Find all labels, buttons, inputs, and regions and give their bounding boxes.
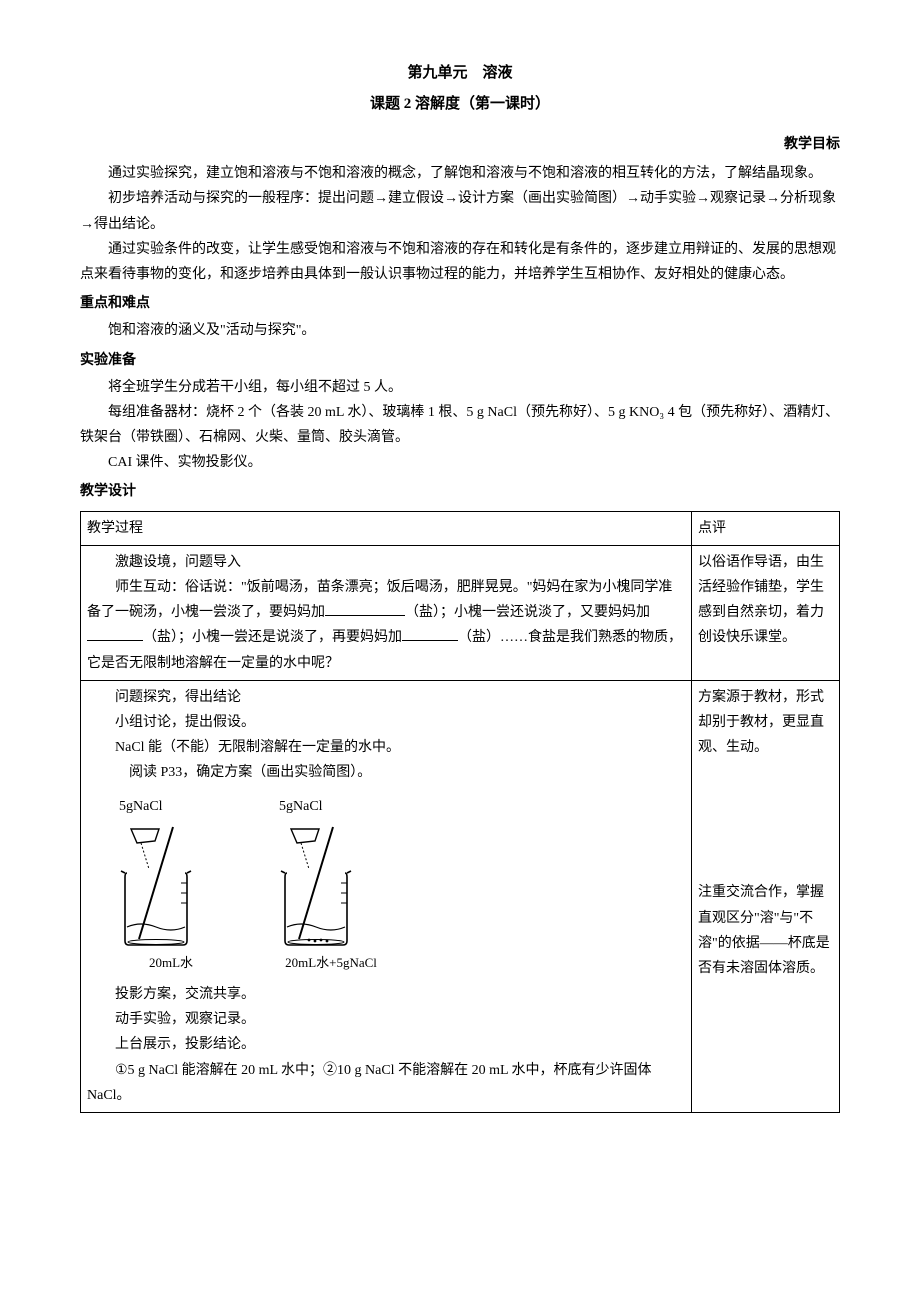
prep-p1: 将全班学生分成若干小组，每小组不超过 5 人。 bbox=[80, 375, 840, 400]
blank1 bbox=[325, 601, 405, 616]
table-row1-process: 激趣设境，问题导入 师生互动：俗话说："饭前喝汤，苗条漂亮；饭后喝汤，肥胖晃晃。… bbox=[81, 545, 692, 680]
heading-design: 教学设计 bbox=[80, 479, 840, 504]
row2-line4: 阅读 P33，确定方案（画出实验简图）。 bbox=[87, 760, 685, 785]
row2-line6: 动手实验，观察记录。 bbox=[87, 1007, 685, 1032]
blank2 bbox=[87, 626, 143, 641]
heading-keypoints: 重点和难点 bbox=[80, 291, 840, 316]
prep-p2: 每组准备器材：烧杯 2 个（各装 20 mL 水）、玻璃棒 1 根、5 g Na… bbox=[80, 400, 840, 450]
table-header-process: 教学过程 bbox=[81, 511, 692, 545]
row2-line1: 问题探究，得出结论 bbox=[87, 685, 685, 710]
prep-p3: CAI 课件、实物投影仪。 bbox=[80, 450, 840, 475]
row2-comment1: 方案源于教材，形式却别于教材，更显直观、生动。 bbox=[698, 685, 833, 761]
beaker-right-top-label: 5gNaCl bbox=[279, 794, 323, 819]
row2-line7: 上台展示，投影结论。 bbox=[87, 1032, 685, 1057]
beaker-left-svg bbox=[111, 821, 231, 951]
beaker-left-bottom-label: 20mL水 bbox=[149, 951, 193, 974]
objectives-p2: 初步培养活动与探究的一般程序：提出问题→建立假设→设计方案（画出实验简图）→动手… bbox=[80, 186, 840, 236]
row2-comment2: 注重交流合作，掌握直观区分"溶"与"不溶"的依据——杯底是否有未溶固体溶质。 bbox=[698, 880, 833, 981]
beaker-left: 5gNaCl bbox=[111, 794, 231, 975]
table-header-comment: 点评 bbox=[692, 511, 840, 545]
table-row2-process: 问题探究，得出结论 小组讨论，提出假设。 NaCl 能（不能）无限制溶解在一定量… bbox=[81, 680, 692, 1112]
beaker-right-svg bbox=[271, 821, 391, 951]
row1-line2b: （盐）；小槐一尝还说淡了，又要妈妈加 bbox=[405, 605, 650, 620]
objectives-p1: 通过实验探究，建立饱和溶液与不饱和溶液的概念，了解饱和溶液与不饱和溶液的相互转化… bbox=[80, 161, 840, 186]
row1-line2: 师生互动：俗话说："饭前喝汤，苗条漂亮；饭后喝汤，肥胖晃晃。"妈妈在家为小槐同学… bbox=[87, 575, 685, 676]
row2-line2: 小组讨论，提出假设。 bbox=[87, 710, 685, 735]
row2-line8: ①5 g NaCl 能溶解在 20 mL 水中；②10 g NaCl 不能溶解在… bbox=[87, 1058, 685, 1108]
row2-line3: NaCl 能（不能）无限制溶解在一定量的水中。 bbox=[87, 735, 685, 760]
table-row1-comment: 以俗语作导语，由生活经验作铺垫，学生感到自然亲切，着力创设快乐课堂。 bbox=[692, 545, 840, 680]
lesson-title: 课题 2 溶解度（第一课时） bbox=[80, 91, 840, 118]
beaker-diagram: 5gNaCl bbox=[111, 794, 685, 975]
row1-line1: 激趣设境，问题导入 bbox=[87, 550, 685, 575]
blank3 bbox=[402, 626, 458, 641]
beaker-left-top-label: 5gNaCl bbox=[119, 794, 163, 819]
unit-title: 第九单元 溶液 bbox=[80, 60, 840, 87]
keypoints-p1: 饱和溶液的涵义及"活动与探究"。 bbox=[80, 318, 840, 343]
row1-line2c: （盐）；小槐一尝还是说淡了，再要妈妈加 bbox=[143, 630, 402, 645]
table-row2-comment: 方案源于教材，形式却别于教材，更显直观、生动。 注重交流合作，掌握直观区分"溶"… bbox=[692, 680, 840, 1112]
design-table: 教学过程 点评 激趣设境，问题导入 师生互动：俗话说："饭前喝汤，苗条漂亮；饭后… bbox=[80, 511, 840, 1113]
heading-objectives: 教学目标 bbox=[80, 132, 840, 157]
beaker-right: 5gNaCl bbox=[271, 794, 391, 975]
heading-prep: 实验准备 bbox=[80, 348, 840, 373]
objectives-p3: 通过实验条件的改变，让学生感受饱和溶液与不饱和溶液的存在和转化是有条件的，逐步建… bbox=[80, 237, 840, 287]
row2-line5: 投影方案，交流共享。 bbox=[87, 982, 685, 1007]
beaker-right-bottom-label: 20mL水+5gNaCl bbox=[285, 951, 377, 974]
